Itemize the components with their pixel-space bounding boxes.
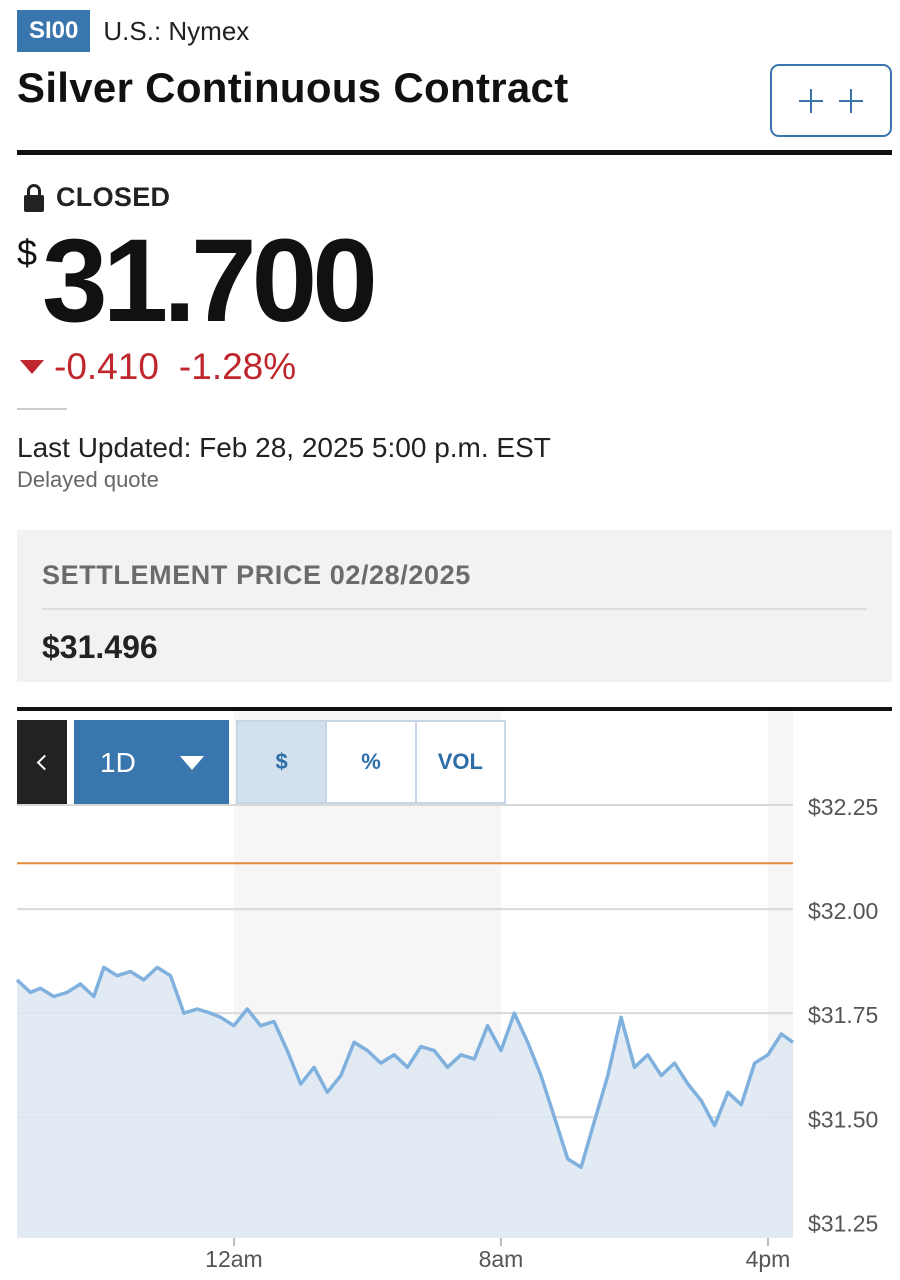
last-updated: Last Updated: Feb 28, 2025 5:00 p.m. EST xyxy=(17,432,551,463)
range-selector[interactable]: 1D xyxy=(74,720,229,804)
chevron-left-icon xyxy=(36,754,53,770)
settlement-label: SETTLEMENT PRICE 02/28/2025 xyxy=(42,560,471,590)
price-change: -0.410 xyxy=(54,346,159,387)
price-area xyxy=(17,967,793,1238)
caret-down-icon xyxy=(180,756,204,770)
price-line xyxy=(15,965,795,1169)
chart-divider xyxy=(17,707,892,711)
delay-note: Delayed quote xyxy=(17,467,159,492)
page-title: Silver Continuous Contract xyxy=(17,64,569,111)
market-status: CLOSED xyxy=(24,182,170,213)
y-tick-label: $31.25 xyxy=(808,1210,878,1236)
chart-mode-toggle: $ % VOL xyxy=(236,720,506,804)
down-arrow-icon xyxy=(20,360,44,374)
y-tick-label: $31.50 xyxy=(808,1106,878,1132)
lock-icon xyxy=(24,183,44,212)
price-chart[interactable]: $32.25 $32.00 $31.75 $31.50 $31.25 12am 8am 4pm xyxy=(0,711,900,1280)
price-change-percent: -1.28% xyxy=(178,346,297,387)
x-tick-label: 8am xyxy=(479,1246,524,1272)
price-change-row: -0.410 -1.28% xyxy=(20,346,296,388)
toggle-percent[interactable]: % xyxy=(325,722,414,802)
ticker-row: SI00 U.S.: Nymex xyxy=(17,10,249,52)
chart-back-button[interactable] xyxy=(17,720,67,804)
y-tick-label: $32.00 xyxy=(808,898,878,924)
currency-symbol: $ xyxy=(17,232,38,273)
last-price: 31.700 xyxy=(42,215,378,347)
plus-icon xyxy=(799,88,823,113)
exchange-label: U.S.: Nymex xyxy=(103,15,250,46)
settlement-panel: SETTLEMENT PRICE 02/28/2025 $31.496 xyxy=(17,530,892,682)
y-tick-label: $32.25 xyxy=(808,794,878,820)
ticker-badge[interactable]: SI00 xyxy=(17,10,91,52)
market-status-label: CLOSED xyxy=(56,182,171,212)
settlement-value: $31.496 xyxy=(42,629,158,665)
divider xyxy=(42,608,867,610)
add-to-watchlist-button[interactable] xyxy=(770,64,892,137)
y-tick-label: $31.75 xyxy=(808,1002,878,1028)
toggle-dollar[interactable]: $ xyxy=(238,722,326,802)
header-divider xyxy=(17,150,892,155)
divider xyxy=(17,408,67,410)
x-tick-label: 12am xyxy=(205,1246,263,1272)
plus-icon xyxy=(839,88,863,113)
range-label: 1D xyxy=(100,747,136,778)
toggle-volume[interactable]: VOL xyxy=(414,722,504,802)
x-tick-label: 4pm xyxy=(746,1246,791,1272)
